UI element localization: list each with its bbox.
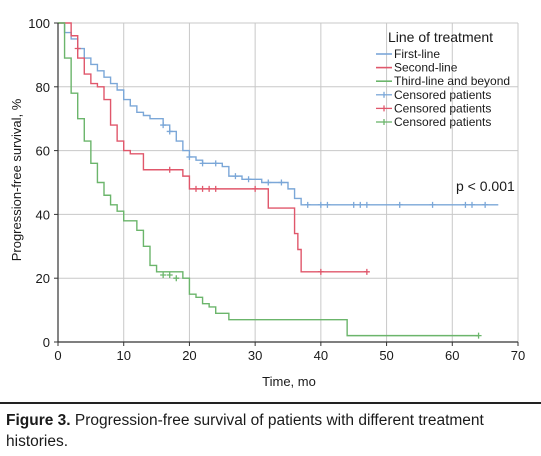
y-tick-label: 0 xyxy=(43,335,50,350)
y-tick-label: 80 xyxy=(36,80,50,95)
x-tick-label: 20 xyxy=(182,348,196,363)
caption-label: Figure 3. xyxy=(6,412,71,429)
censored-marker xyxy=(193,185,199,192)
series-layer xyxy=(58,22,499,339)
censored-marker xyxy=(363,201,370,208)
censored-marker xyxy=(166,272,173,279)
censored-marker xyxy=(462,201,469,208)
legend-label: Second-line xyxy=(394,61,458,75)
legend: Line of treatment First-lineSecond-lineTh… xyxy=(376,29,510,129)
legend-title: Line of treatment xyxy=(388,29,493,45)
censored-marker xyxy=(317,268,324,275)
y-tick-label: 20 xyxy=(36,271,50,286)
censored-marker xyxy=(482,201,489,208)
censored-marker xyxy=(252,185,259,192)
censored-marker xyxy=(278,179,285,186)
grid xyxy=(57,22,519,343)
censored-marker xyxy=(324,201,331,208)
y-tick-label: 60 xyxy=(36,144,50,159)
x-tick-label: 70 xyxy=(511,348,525,363)
survival-curve-2 xyxy=(58,22,367,273)
censored-marker xyxy=(160,122,167,129)
legend-label: First-line xyxy=(394,47,440,61)
caption-text: Progression-free survival of patients wi… xyxy=(6,412,484,450)
censored-marker xyxy=(265,179,272,186)
y-tick-label: 100 xyxy=(28,16,50,31)
survival-curve-3 xyxy=(58,22,479,337)
survival-chart: 0 10 20 30 40 50 60 70 0 20 40 60 80 100 p < 0.001 Li… xyxy=(9,16,525,389)
censored-marker xyxy=(396,201,403,208)
censored-marker xyxy=(206,185,213,192)
censored-marker xyxy=(212,160,219,167)
survival-curve-1 xyxy=(58,22,499,206)
x-tick-label: 0 xyxy=(54,348,61,363)
censored-marker xyxy=(350,201,357,208)
censored-marker xyxy=(186,153,193,160)
censored-marker xyxy=(317,201,324,208)
censored-marker xyxy=(166,166,173,173)
censored-marker xyxy=(199,185,206,192)
censored-marker xyxy=(357,201,364,208)
censored-marker xyxy=(245,176,252,183)
censored-marker xyxy=(173,275,180,282)
x-tick-label: 60 xyxy=(445,348,459,363)
legend-label: Censored patients xyxy=(394,101,491,115)
censored-marker xyxy=(469,201,475,208)
censored-marker xyxy=(160,272,167,279)
censored-marker xyxy=(166,128,173,135)
p-value-annotation: p < 0.001 xyxy=(456,178,515,194)
censored-marker xyxy=(429,201,436,208)
legend-label: Censored patients xyxy=(394,88,491,102)
axes: 0 10 20 30 40 50 60 70 0 20 40 60 80 100 xyxy=(28,16,525,363)
x-tick-label: 30 xyxy=(248,348,262,363)
chart-svg: 0 10 20 30 40 50 60 70 0 20 40 60 80 100 p < 0.001 Li… xyxy=(9,16,525,389)
censored-marker xyxy=(199,160,206,167)
x-tick-label: 10 xyxy=(116,348,130,363)
y-axis-title: Progression-free survival, % xyxy=(9,98,24,261)
censored-marker xyxy=(74,45,81,52)
censored-marker xyxy=(232,173,239,180)
legend-label: Censored patients xyxy=(394,115,491,129)
censored-marker xyxy=(363,268,370,275)
censored-marker xyxy=(212,185,219,192)
x-axis-title: Time, mo xyxy=(262,374,316,389)
censored-marker xyxy=(475,332,482,339)
caption-divider xyxy=(0,402,541,404)
x-tick-label: 50 xyxy=(379,348,393,363)
censored-marker xyxy=(304,201,311,208)
legend-label: Third-line and beyond xyxy=(394,74,510,88)
figure-caption: Figure 3. Progression-free survival of p… xyxy=(6,410,536,452)
y-tick-label: 40 xyxy=(36,207,50,222)
x-tick-label: 40 xyxy=(314,348,328,363)
